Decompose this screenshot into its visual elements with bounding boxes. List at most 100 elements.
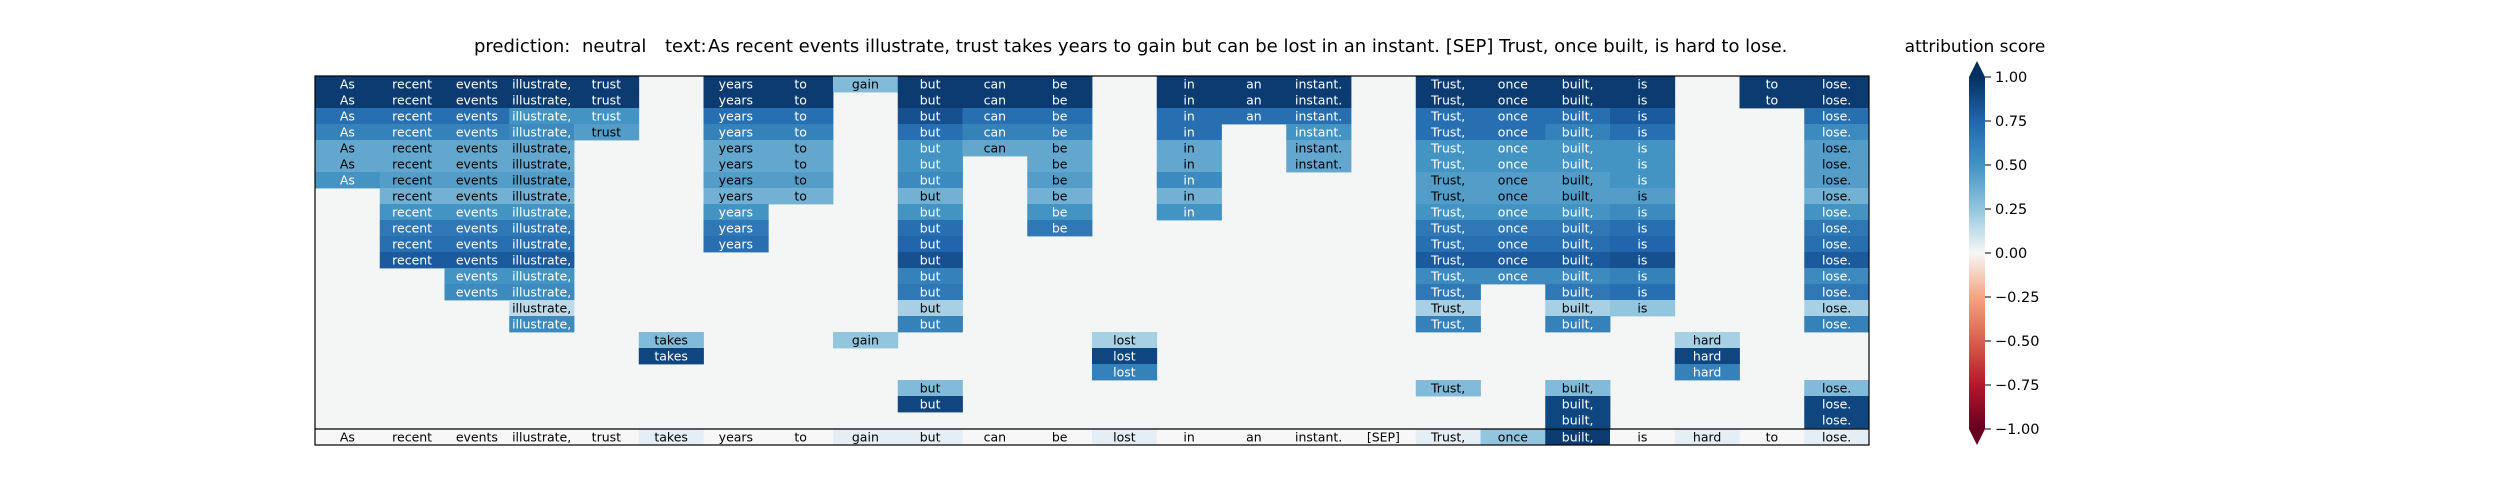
- heatmap-cell: [379, 252, 445, 269]
- heatmap-cell-label: events: [456, 125, 498, 140]
- token-cell: [638, 429, 704, 445]
- heatmap-cell-label: be: [1052, 157, 1068, 172]
- heatmap-cell-label: built,: [1562, 381, 1594, 396]
- heatmap-cell: [1610, 204, 1676, 221]
- text-label: text:: [665, 36, 707, 57]
- heatmap-cell: [379, 220, 445, 237]
- heatmap-cell: [315, 92, 381, 109]
- heatmap-cell: [574, 76, 640, 93]
- heatmap-cell-label: to: [794, 93, 807, 108]
- heatmap-cell: [1156, 76, 1222, 93]
- colorbar-tick-label: −0.25: [1995, 290, 2039, 306]
- heatmap-cell: [703, 92, 769, 109]
- heatmap-cell-label: illustrate,: [512, 205, 571, 220]
- heatmap-cell-label: Trust,: [1430, 285, 1465, 300]
- heatmap-cell-label: hard: [1693, 349, 1721, 364]
- heatmap-cell: [1545, 412, 1611, 429]
- heatmap-cell-label: is: [1637, 205, 1647, 220]
- heatmap-cell-label: is: [1637, 157, 1647, 172]
- heatmap-cell-label: lose.: [1822, 93, 1851, 108]
- colorbar-bottom-extension: [1969, 429, 1985, 445]
- token-label: built,: [1562, 430, 1594, 445]
- heatmap-cell: [379, 156, 445, 173]
- token-cell: [768, 429, 834, 445]
- token-cell: [703, 429, 769, 445]
- heatmap-cell: [897, 284, 963, 301]
- heatmap-cell: [1804, 300, 1870, 317]
- heatmap-cell-label: Trust,: [1430, 173, 1465, 188]
- heatmap-cell: [1545, 236, 1611, 253]
- heatmap-cell-label: Trust,: [1430, 141, 1465, 156]
- heatmap-cell: [509, 284, 575, 301]
- token-cell: [1092, 429, 1158, 445]
- token-label: events: [456, 430, 498, 445]
- heatmap-cell: [315, 124, 381, 141]
- colorbar-ticks: 1.00 0.75 0.50 0.25 0.00 −0.25 −0.50 −0.75 −1.00: [1985, 70, 2039, 438]
- heatmap-cell: [1545, 124, 1611, 141]
- heatmap-cell: [1610, 108, 1676, 125]
- heatmap-cell: [1804, 396, 1870, 413]
- heatmap-cell-label: in: [1183, 77, 1194, 92]
- heatmap-cell: [1415, 236, 1481, 253]
- heatmap-cell-label: Trust,: [1430, 269, 1465, 284]
- heatmap-cell-label: is: [1637, 189, 1647, 204]
- colorbar-tick-label: 1.00: [1995, 70, 2027, 86]
- token-cell: [1480, 429, 1546, 445]
- colorbar-tick-label: −0.50: [1995, 334, 2039, 350]
- heatmap-cell-label: in: [1183, 189, 1194, 204]
- heatmap-cell: [897, 172, 963, 189]
- heatmap-cell: [1027, 92, 1093, 109]
- heatmap-cell-label: but: [920, 109, 941, 124]
- heatmap-cell-label: events: [456, 269, 498, 284]
- heatmap-cell-label: Trust,: [1430, 317, 1465, 332]
- heatmap-cell: [444, 268, 510, 285]
- heatmap-cell: [1545, 220, 1611, 237]
- heatmap-cell-label: instant.: [1295, 141, 1342, 156]
- heatmap-cell-label: in: [1183, 141, 1194, 156]
- heatmap-cell-label: illustrate,: [512, 125, 571, 140]
- token-label: lost: [1113, 430, 1136, 445]
- heatmap-cell: [897, 188, 963, 205]
- token-cell: [574, 429, 640, 445]
- heatmap-cell-label: built,: [1562, 317, 1594, 332]
- colorbar-label: attribution score: [1905, 37, 2046, 57]
- token-label: lose.: [1822, 430, 1851, 445]
- heatmap-cell: [897, 316, 963, 333]
- heatmap-cell-label: be: [1052, 109, 1068, 124]
- heatmap-cell-label: Trust,: [1430, 237, 1465, 252]
- heatmap-cell-label: lose.: [1822, 141, 1851, 156]
- heatmap-cell: [444, 284, 510, 301]
- heatmap-cell-label: Trust,: [1430, 93, 1465, 108]
- heatmap-cell-label: once: [1498, 141, 1528, 156]
- heatmap-cell-label: years: [719, 157, 753, 172]
- heatmap-cell-label: gain: [852, 77, 879, 92]
- heatmap-cell: [1610, 284, 1676, 301]
- heatmap-cell-label: Trust,: [1430, 77, 1465, 92]
- heatmap-cell-label: recent: [392, 93, 432, 108]
- heatmap-cell-label: but: [920, 125, 941, 140]
- heatmap-cell-label: once: [1498, 189, 1528, 204]
- heatmap-cell: [768, 124, 834, 141]
- heatmap-cell-label: recent: [392, 189, 432, 204]
- heatmap-cell: [1804, 268, 1870, 285]
- heatmap-cell: [1610, 220, 1676, 237]
- heatmap-cell-label: but: [920, 285, 941, 300]
- heatmap-cell-label: built,: [1562, 93, 1594, 108]
- heatmap-cell-label: trust: [592, 109, 621, 124]
- heatmap-cell-label: recent: [392, 205, 432, 220]
- heatmap-cell-label: Trust,: [1430, 253, 1465, 268]
- heatmap-cell-label: events: [456, 189, 498, 204]
- heatmap-cell: [1804, 76, 1870, 93]
- heatmap-cell-label: lose.: [1822, 397, 1851, 412]
- heatmap-cell: [509, 172, 575, 189]
- heatmap-cell-label: but: [920, 397, 941, 412]
- colorbar-tick-label: 0.50: [1995, 158, 2027, 174]
- token-label: trust: [592, 430, 621, 445]
- heatmap-cell: [1221, 76, 1287, 93]
- heatmap-cell: [444, 204, 510, 221]
- heatmap-cell-label: events: [456, 237, 498, 252]
- heatmap-cell: [1027, 140, 1093, 157]
- heatmap-cell: [1156, 156, 1222, 173]
- heatmap-cell: [638, 348, 704, 365]
- heatmap-cell: [1545, 252, 1611, 269]
